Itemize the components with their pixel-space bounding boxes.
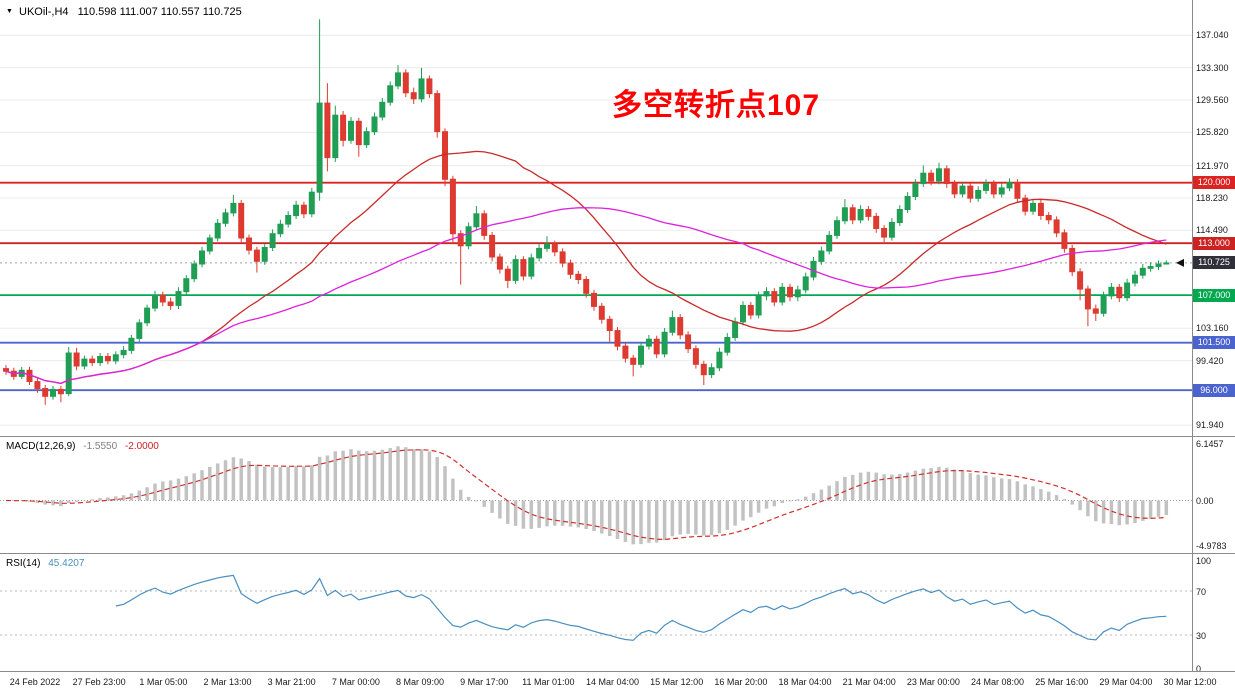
time-label: 24 Feb 2022 bbox=[9, 677, 61, 687]
panel-separator-rsi[interactable] bbox=[0, 553, 1235, 554]
time-label: 21 Mar 04:00 bbox=[842, 677, 896, 687]
time-label: 29 Mar 04:00 bbox=[1099, 677, 1153, 687]
price-axis-label: 91.940 bbox=[1196, 420, 1224, 431]
symbol-dropdown-icon[interactable]: ▼ bbox=[6, 8, 13, 15]
time-axis-separator bbox=[0, 671, 1235, 672]
time-label: 11 Mar 01:00 bbox=[522, 677, 575, 687]
price-axis-label: 114.490 bbox=[1196, 225, 1228, 236]
rsi-value: 45.4207 bbox=[48, 558, 85, 569]
price-axis-label: 129.560 bbox=[1196, 95, 1229, 105]
time-label: 9 Mar 17:00 bbox=[460, 677, 509, 687]
symbol-period-label: UKOil-,H4 bbox=[19, 6, 69, 18]
price-axis-label: 133.300 bbox=[1196, 62, 1229, 73]
price-axis-label: 103.160 bbox=[1196, 323, 1229, 334]
time-label: 30 Mar 12:00 bbox=[1163, 677, 1217, 687]
time-label: 7 Mar 00:00 bbox=[331, 677, 380, 687]
macd-axis-label: 6.1457 bbox=[1196, 439, 1224, 449]
macd-main-value: -1.5550 bbox=[83, 441, 118, 452]
price-badge: 107.000 bbox=[1193, 288, 1235, 302]
macd-label: MACD(12,26,9) bbox=[6, 441, 76, 452]
macd-indicator-title: MACD(12,26,9) -1.5550 -2.0000 bbox=[6, 441, 159, 452]
time-label: 18 Mar 04:00 bbox=[778, 677, 832, 687]
macd-axis-label: 0.00 bbox=[1196, 495, 1214, 506]
candles-layer bbox=[3, 19, 1170, 405]
rsi-canvas[interactable] bbox=[0, 554, 1192, 671]
price-axis[interactable]: 137.040 133.300 129.560 125.820 121.970 118.2… bbox=[1192, 0, 1235, 674]
time-label: 25 Mar 16:00 bbox=[1035, 677, 1089, 687]
time-label: 16 Mar 20:00 bbox=[714, 677, 768, 687]
price-badge: 101.500 bbox=[1193, 336, 1235, 350]
price-axis-label: 137.040 bbox=[1196, 30, 1229, 41]
price-axis-label: 99.420 bbox=[1196, 355, 1224, 366]
price-badge: 120.000 bbox=[1193, 176, 1235, 190]
rsi-axis-label: 30 bbox=[1196, 631, 1207, 641]
time-label: 14 Mar 04:00 bbox=[585, 677, 640, 687]
time-label: 3 Mar 21:00 bbox=[267, 677, 316, 687]
price-badge: 96.000 bbox=[1193, 383, 1235, 397]
price-axis-label: 118.230 bbox=[1196, 192, 1228, 203]
time-label: 24 Mar 08:00 bbox=[971, 677, 1025, 687]
panel-separator-macd[interactable] bbox=[0, 436, 1235, 437]
macd-canvas[interactable] bbox=[0, 437, 1192, 553]
ohlc-values: 110.598 111.007 110.557 110.725 bbox=[77, 6, 242, 18]
macd-signal-line bbox=[5, 449, 1167, 541]
price-badge: 113.000 bbox=[1193, 236, 1235, 250]
rsi-axis-label: 0 bbox=[1196, 664, 1202, 674]
price-axis-label: 125.820 bbox=[1196, 127, 1229, 138]
chart-title: ▼ UKOil-,H4 110.598 111.007 110.557 110.… bbox=[6, 6, 242, 18]
rsi-axis-label: 70 bbox=[1196, 587, 1207, 597]
macd-axis-label: -4.9783 bbox=[1196, 541, 1227, 551]
time-label: 1 Mar 05:00 bbox=[139, 677, 188, 687]
current-price-arrow bbox=[1176, 258, 1184, 267]
price-axis-label: 121.970 bbox=[1196, 160, 1229, 171]
rsi-line bbox=[115, 574, 1167, 641]
main-chart-canvas[interactable] bbox=[0, 0, 1192, 437]
time-label: 15 Mar 12:00 bbox=[650, 677, 704, 687]
time-label: 2 Mar 13:00 bbox=[203, 677, 252, 687]
chart-text-annotation[interactable]: 多空转折点107 bbox=[612, 89, 821, 122]
macd-signal-value: -2.0000 bbox=[124, 441, 159, 452]
time-axis[interactable]: 24 Feb 2022 27 Feb 23:00 1 Mar 05:00 2 Mar … bbox=[0, 672, 1235, 693]
time-label: 23 Mar 00:00 bbox=[906, 677, 960, 687]
rsi-label: RSI(14) bbox=[6, 558, 41, 569]
time-label: 27 Feb 23:00 bbox=[72, 677, 126, 687]
price-badge: 110.725 bbox=[1193, 256, 1235, 270]
ma-55-line bbox=[5, 207, 1167, 385]
rsi-axis-label: 100 bbox=[1196, 556, 1212, 566]
rsi-indicator-title: RSI(14) 45.4207 bbox=[6, 558, 84, 569]
time-label: 8 Mar 09:00 bbox=[396, 677, 445, 687]
